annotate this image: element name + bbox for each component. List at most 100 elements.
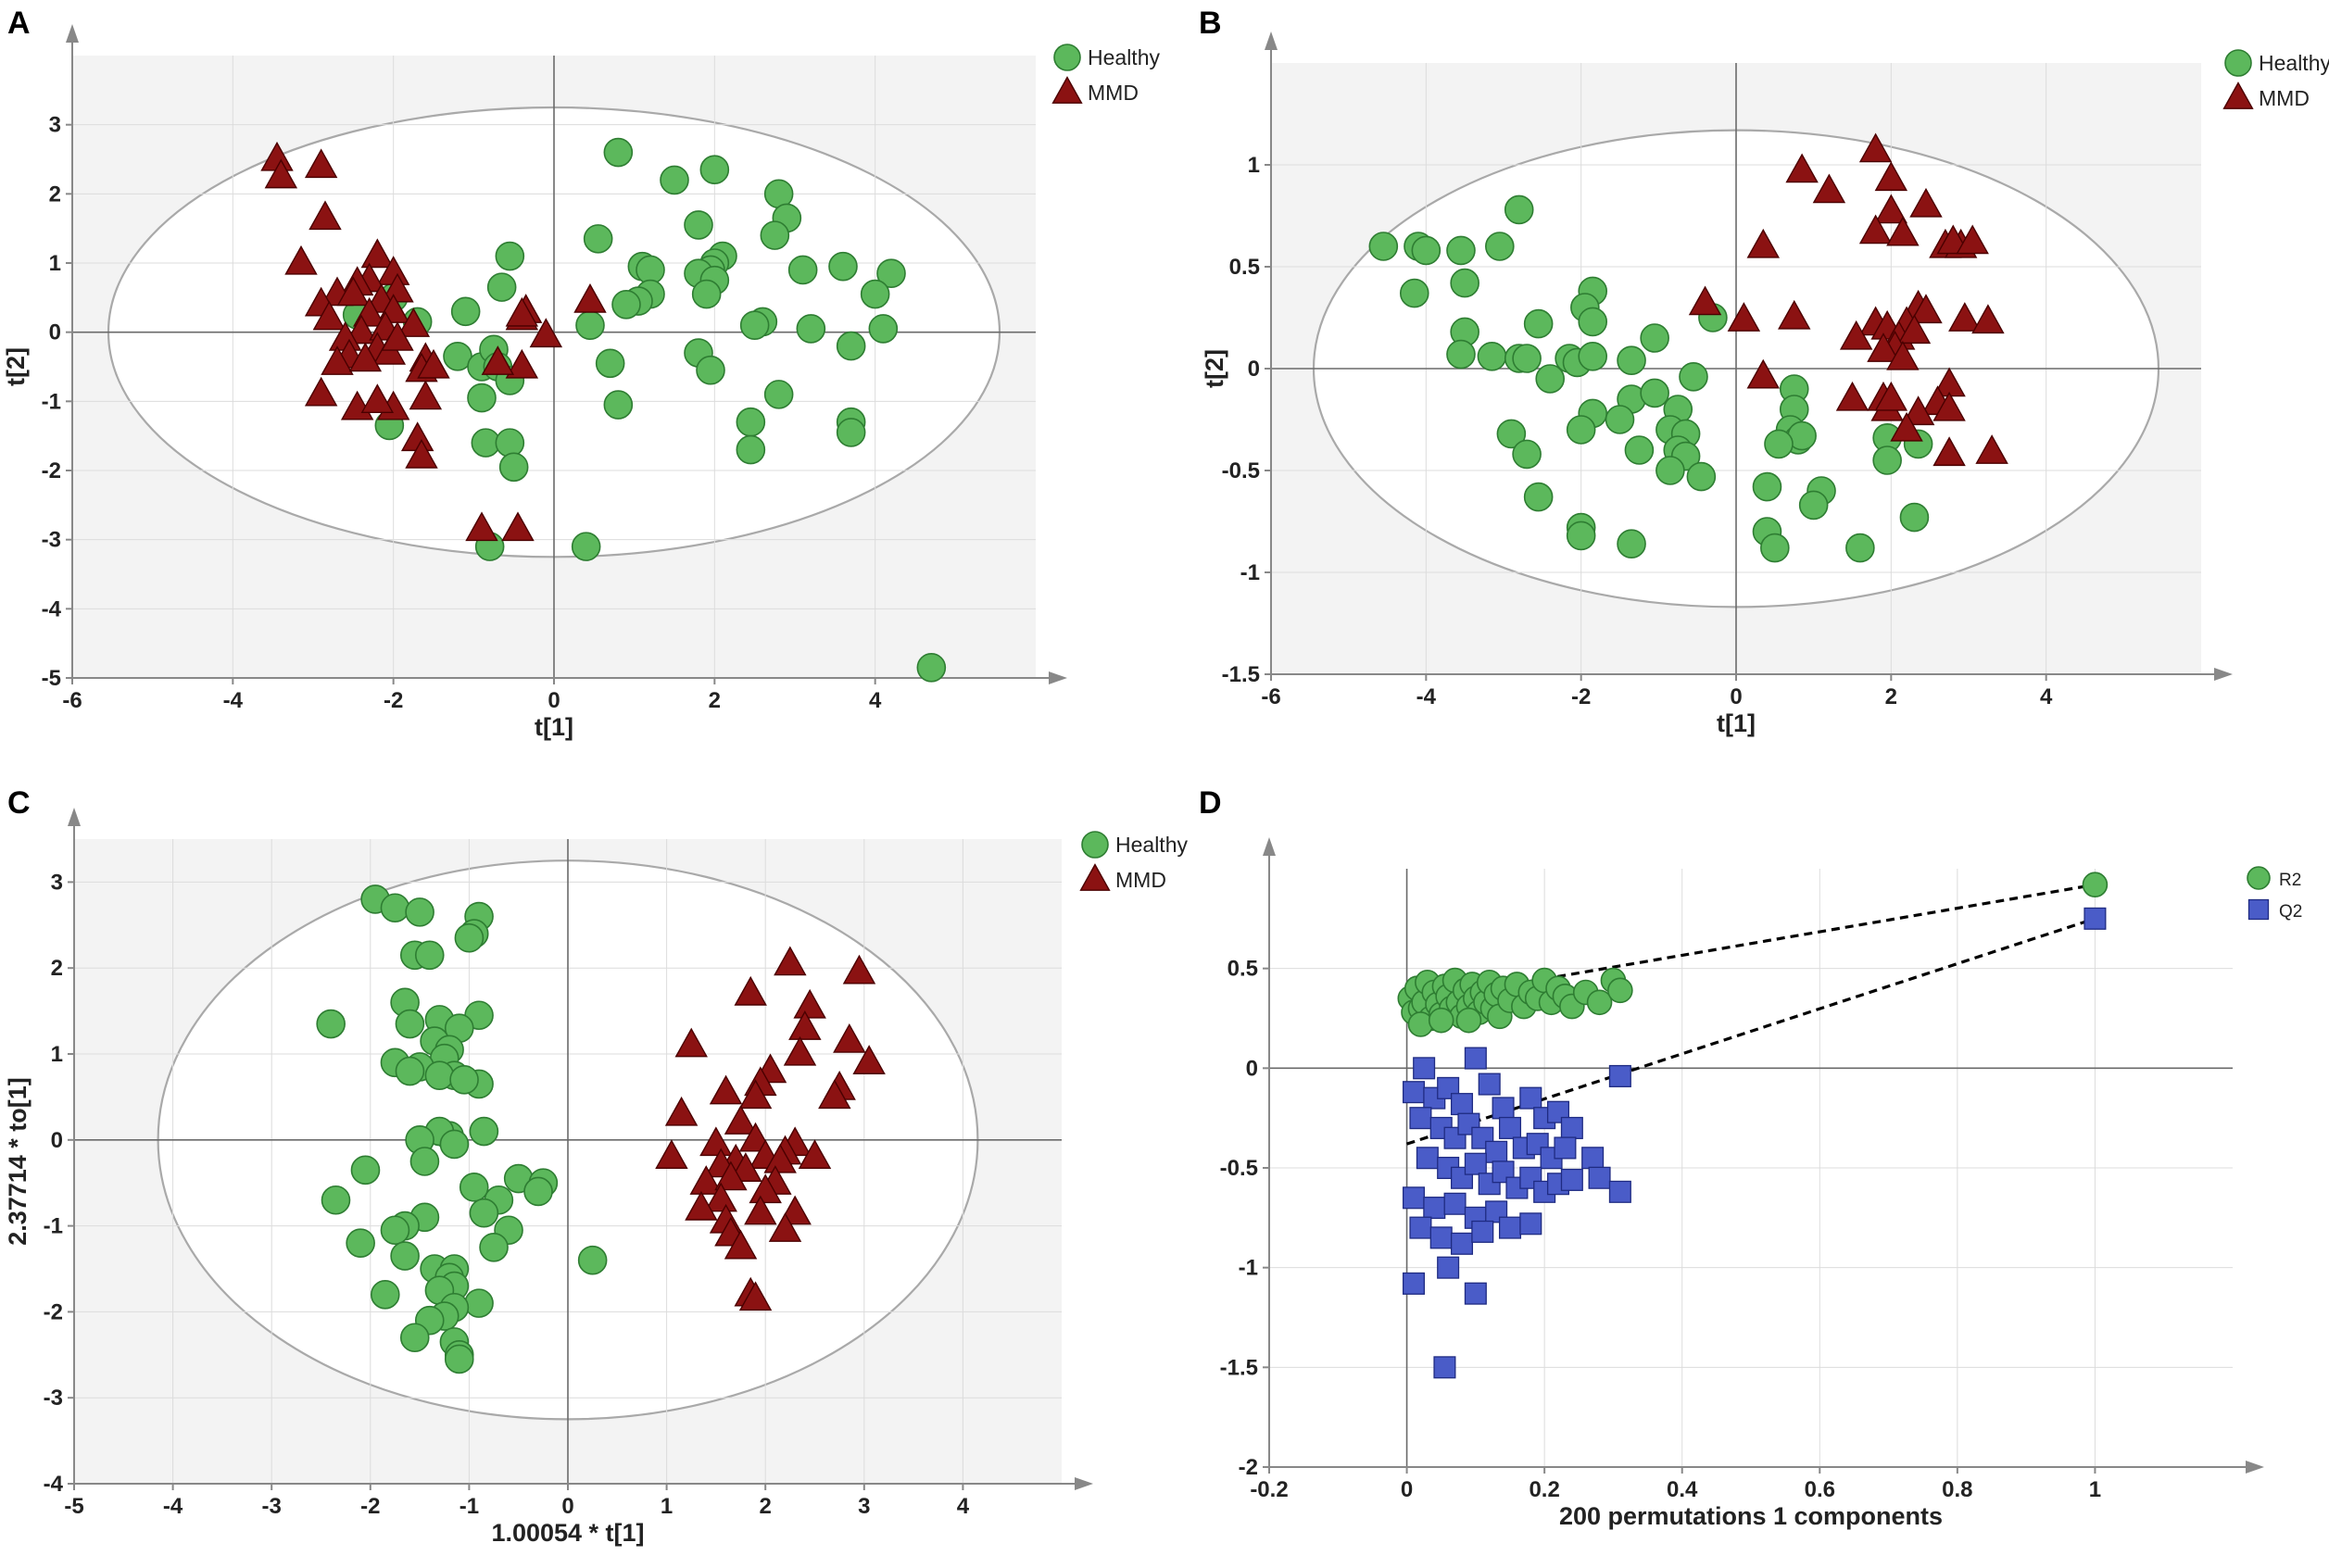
chart-b-legend-marker-mmd-point-0 bbox=[2222, 82, 2254, 109]
chart-d-q2-point-35 bbox=[1581, 1147, 1605, 1170]
chart-b-x-axis-title: t[1] bbox=[1717, 709, 1756, 737]
chart-b-healthy-point-30 bbox=[1605, 405, 1635, 434]
chart-b-healthy-point-43 bbox=[1617, 529, 1646, 559]
chart-d-x-axis-title: 200 permutations 1 components bbox=[1559, 1502, 1943, 1530]
chart-d-x-tick-label-0: -0.2 bbox=[1250, 1477, 1288, 1502]
chart-a-mmd-point-30 bbox=[304, 376, 338, 407]
chart-b-healthy-point-59 bbox=[1872, 445, 1902, 475]
chart-a-y-tick-label-3: -2 bbox=[42, 458, 61, 483]
chart-d-q2-point-24 bbox=[1416, 1147, 1439, 1170]
chart-c-healthy-point-50 bbox=[464, 1288, 494, 1318]
chart-c-y-tick-label-6: 2 bbox=[51, 956, 63, 981]
chart-b-y-tick-label-2: -0.5 bbox=[1222, 458, 1260, 483]
chart-d-q2-point-38 bbox=[1402, 1186, 1426, 1210]
chart-b-mmd-point-23 bbox=[1897, 314, 1932, 345]
chart-b-legend-label-mmd: MMD bbox=[2259, 86, 2310, 110]
chart-c-y-tick-label-1: -3 bbox=[44, 1386, 63, 1411]
chart-a-mmd-point-24 bbox=[321, 345, 354, 375]
chart-a-mmd-point-42 bbox=[505, 296, 539, 327]
chart-b-mmd-point-7 bbox=[1886, 216, 1920, 246]
chart-b-mmd-point-3 bbox=[1874, 161, 1908, 192]
chart-b-mmd-point-17 bbox=[1909, 294, 1943, 324]
chart-b-healthy-point-32 bbox=[1512, 439, 1542, 470]
chart-b-mmd-point-13 bbox=[1688, 285, 1722, 316]
chart-b-y-tick-label-0: -1.5 bbox=[1222, 662, 1260, 687]
chart-d-q2-point-23 bbox=[1554, 1136, 1577, 1160]
chart-a-mmd-point-16 bbox=[397, 307, 431, 337]
chart-c-mmd-point-6 bbox=[674, 1027, 708, 1058]
chart-b-mmd-point-6 bbox=[1858, 214, 1893, 245]
chart-d-x-tick-label-6: 1 bbox=[2089, 1477, 2101, 1502]
chart-a-x-tick-label-3: 0 bbox=[548, 688, 560, 713]
chart-a-mmd-point-18 bbox=[345, 314, 378, 345]
chart-b-mmd-point-22 bbox=[1839, 320, 1873, 350]
chart-c-healthy-point-36 bbox=[469, 1198, 499, 1228]
chart-b-healthy-point-18 bbox=[1512, 344, 1542, 373]
chart-d-q2-point-36 bbox=[1588, 1166, 1611, 1189]
chart-a-healthy-point-6 bbox=[760, 220, 790, 250]
chart-a-healthy-point-25 bbox=[450, 296, 481, 327]
chart-a-legend: Healthy MMD bbox=[1051, 44, 1160, 105]
chart-a-legend-label-mmd: MMD bbox=[1088, 81, 1139, 105]
chart-a-y-tick-label-0: -5 bbox=[42, 666, 61, 691]
chart-b-y-tick-label-3: 0 bbox=[1248, 357, 1260, 382]
chart-b-mmd-point-39 bbox=[1932, 436, 1966, 467]
panel-letter-a: A bbox=[7, 6, 31, 41]
chart-a-y-tick-label-1: -4 bbox=[42, 596, 62, 621]
chart-a-healthy-point-43 bbox=[467, 383, 497, 413]
chart-a-healthy-point-48 bbox=[836, 418, 866, 447]
chart-b-y-axis-arrow bbox=[1265, 31, 1278, 50]
chart-c-healthy-point-43 bbox=[346, 1228, 375, 1258]
chart-a-mmd-point-3 bbox=[308, 200, 342, 231]
chart-c-healthy-point-1 bbox=[380, 893, 410, 923]
chart-c-y-tick-label-4: 0 bbox=[51, 1128, 63, 1153]
chart-c-y-tick-label-5: 1 bbox=[51, 1042, 63, 1067]
chart-a-healthy-point-17 bbox=[876, 258, 906, 289]
chart-d-q2-point-52 bbox=[1433, 1356, 1456, 1379]
chart-a-mmd-point-36 bbox=[405, 438, 438, 469]
chart-d-y-tick-label-0: -2 bbox=[1239, 1455, 1258, 1480]
chart-a-x-tick-label-0: -6 bbox=[62, 688, 82, 713]
chart-c-mmd-point-39 bbox=[768, 1212, 802, 1242]
chart-c-healthy-point-2 bbox=[405, 897, 434, 927]
chart-d-r2-point-41 bbox=[1607, 977, 1633, 1004]
chart-b-mmd-point-38 bbox=[1890, 411, 1923, 442]
chart-b-mmd-point-29 bbox=[1746, 358, 1781, 389]
chart-a-healthy-point-52 bbox=[736, 434, 766, 465]
chart-a-healthy-point-23 bbox=[611, 289, 641, 320]
chart-d-legend-marker-r2-point-0 bbox=[2247, 866, 2271, 890]
chart-c-y-axis-title: 2.37714 * to[1] bbox=[4, 1077, 31, 1246]
chart-a-y-tick-label-2: -3 bbox=[42, 528, 61, 553]
chart-a-x-axis-arrow bbox=[1049, 671, 1067, 684]
chart-d-q2-point-7 bbox=[1478, 1073, 1501, 1096]
chart-c-mmd-point-2 bbox=[734, 975, 767, 1006]
chart-d-r2-point-42 bbox=[1407, 1011, 1434, 1037]
chart-a-mmd-point-25 bbox=[348, 342, 383, 372]
panel-letter-b: B bbox=[1199, 6, 1222, 41]
chart-b-legend-label-healthy: Healthy bbox=[2259, 51, 2329, 75]
chart-b-healthy-point-21 bbox=[1578, 341, 1608, 371]
chart-b-healthy-point-54 bbox=[1760, 533, 1790, 563]
chart-c-mmd-point-12 bbox=[818, 1079, 851, 1110]
chart-b-healthy-point-38 bbox=[1655, 456, 1685, 485]
chart-a-healthy-point-51 bbox=[495, 428, 525, 458]
chart-a-healthy-point-20 bbox=[691, 279, 722, 309]
chart-c-healthy-point-9 bbox=[316, 1009, 346, 1039]
chart-b-healthy-point-22 bbox=[1617, 345, 1646, 376]
chart-c-y-tick-label-3: -1 bbox=[44, 1214, 63, 1239]
chart-a-healthy-point-28 bbox=[796, 314, 826, 344]
chart-a-mmd-point-38 bbox=[481, 345, 515, 375]
chart-a-healthy-point-39 bbox=[696, 355, 725, 385]
chart-c-x-tick-label-5: 0 bbox=[561, 1494, 573, 1519]
chart-c-mmd-point-4 bbox=[788, 1010, 822, 1040]
chart-a-mmd-point-12 bbox=[336, 276, 371, 307]
chart-b-series-healthy bbox=[1368, 194, 1933, 563]
chart-a-y-axis-arrow bbox=[66, 24, 79, 43]
chart-a-mmd-point-43 bbox=[573, 282, 607, 313]
chart-b-mmd-point-14 bbox=[1727, 302, 1761, 332]
chart-b-healthy-point-50 bbox=[1752, 471, 1782, 502]
chart-a-healthy-point-56 bbox=[916, 652, 947, 683]
chart-c-x-tick-label-1: -4 bbox=[163, 1494, 183, 1519]
chart-b-mmd-point-11 bbox=[1956, 224, 1989, 255]
chart-a-healthy-point-53 bbox=[498, 452, 529, 483]
